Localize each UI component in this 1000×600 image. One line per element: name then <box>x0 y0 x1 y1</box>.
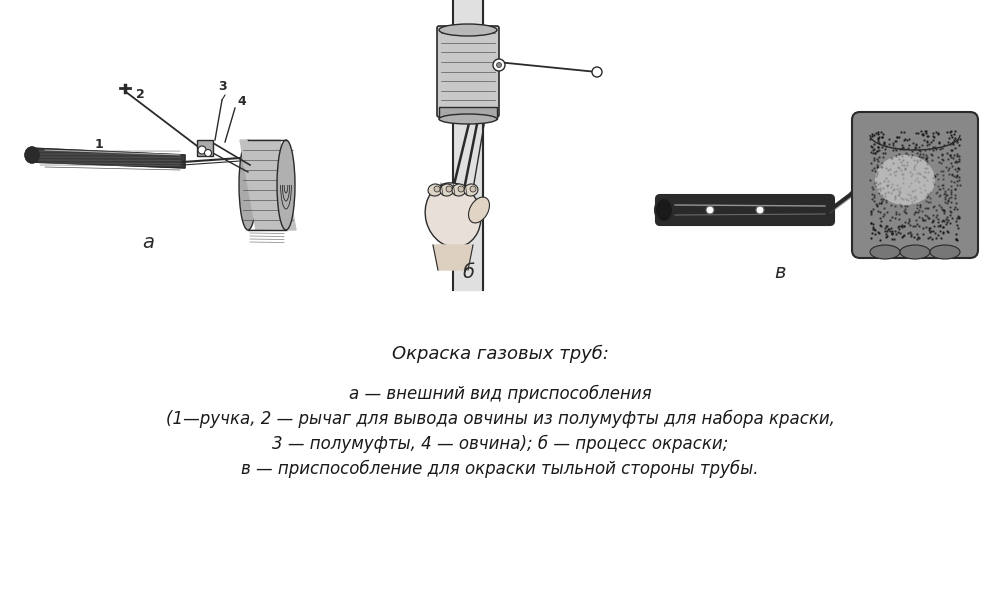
Ellipse shape <box>439 24 497 36</box>
Ellipse shape <box>440 184 454 196</box>
Text: а: а <box>142 233 154 252</box>
Circle shape <box>493 59 505 71</box>
Polygon shape <box>240 140 296 230</box>
Text: (1—ручка, 2 — рычаг для вывода овчины из полумуфты для набора краски,: (1—ручка, 2 — рычаг для вывода овчины из… <box>166 410 834 428</box>
Bar <box>197 140 213 156</box>
Ellipse shape <box>900 245 930 259</box>
Ellipse shape <box>469 197 489 223</box>
Ellipse shape <box>25 147 39 163</box>
Bar <box>439 107 497 119</box>
Ellipse shape <box>439 114 497 124</box>
Text: а — внешний вид приспособления: а — внешний вид приспособления <box>349 385 651 403</box>
Circle shape <box>706 206 714 214</box>
Ellipse shape <box>452 184 466 196</box>
Ellipse shape <box>875 155 935 205</box>
Circle shape <box>434 186 440 192</box>
Text: 3 — полумуфты, 4 — овчина); б — процесс окраски;: 3 — полумуфты, 4 — овчина); б — процесс … <box>272 435 728 453</box>
Text: б: б <box>462 263 474 282</box>
Circle shape <box>458 186 464 192</box>
Circle shape <box>205 149 212 157</box>
Circle shape <box>470 186 476 192</box>
Text: Окраска газовых труб:: Окраска газовых труб: <box>392 345 608 363</box>
Ellipse shape <box>464 184 478 196</box>
Ellipse shape <box>428 184 442 196</box>
Text: в — приспособление для окраски тыльной стороны трубы.: в — приспособление для окраски тыльной с… <box>241 460 759 478</box>
Text: 4: 4 <box>237 95 246 108</box>
Ellipse shape <box>239 140 257 230</box>
FancyBboxPatch shape <box>656 195 834 225</box>
Circle shape <box>756 206 764 214</box>
FancyBboxPatch shape <box>437 26 499 117</box>
Text: 2: 2 <box>136 88 145 101</box>
Circle shape <box>496 62 502 67</box>
Ellipse shape <box>655 198 673 222</box>
Ellipse shape <box>930 245 960 259</box>
Ellipse shape <box>870 245 900 259</box>
Text: 3: 3 <box>218 80 227 93</box>
Circle shape <box>592 67 602 77</box>
Ellipse shape <box>425 183 481 247</box>
Circle shape <box>446 186 452 192</box>
Text: 1: 1 <box>95 138 104 151</box>
Text: в: в <box>774 263 786 282</box>
Polygon shape <box>433 245 473 270</box>
Ellipse shape <box>277 140 295 230</box>
Circle shape <box>198 146 206 154</box>
Polygon shape <box>30 148 185 168</box>
FancyBboxPatch shape <box>852 112 978 258</box>
